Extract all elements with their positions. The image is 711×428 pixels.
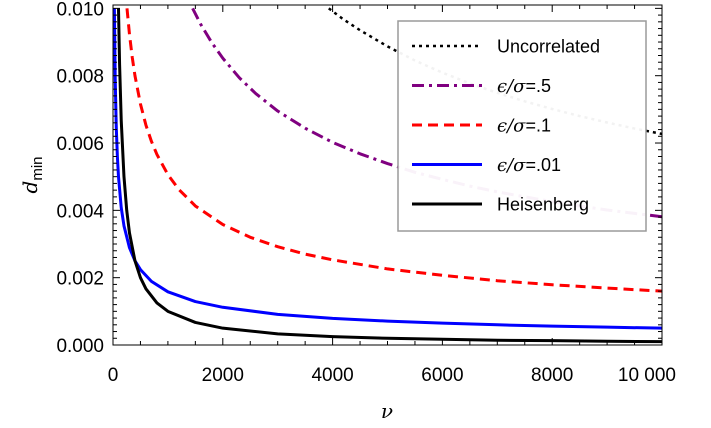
legend-entry-0: Uncorrelated	[412, 37, 600, 57]
y-axis-label-sub: min	[29, 157, 46, 181]
x-tick-label: 6000	[421, 365, 463, 386]
y-axis-label-main: d	[18, 181, 42, 194]
y-axis-label: dmin	[18, 157, 46, 194]
y-tick-label: 0.006	[56, 134, 104, 155]
legend-entry-3: ϵ/σ=.01	[412, 155, 561, 176]
legend-entry-2: ϵ/σ=.1	[412, 116, 551, 137]
x-tick-label: 2000	[202, 365, 244, 386]
series-line-2	[125, 8, 662, 293]
legend: Uncorrelated ϵ/σ=.5 ϵ/σ=.1 ϵ/σ=.01 Heisenber…	[397, 20, 647, 232]
y-tick-label: 0.008	[56, 67, 104, 88]
y-tick-label: 0.000	[56, 336, 104, 357]
x-tick-label: 10 000	[618, 365, 676, 386]
ticks-layer	[112, 5, 663, 346]
x-tick-label: 4000	[311, 365, 353, 386]
svg-text:dmin: dmin	[18, 157, 46, 194]
legend-label: Heisenberg	[497, 195, 589, 215]
x-axis-label: ν	[381, 399, 393, 423]
y-tick-label: 0.010	[56, 0, 104, 20]
y-tick-label: 0.004	[56, 201, 104, 222]
x-tick-label: 0	[108, 365, 119, 386]
series-line-3	[113, 8, 662, 330]
legend-box	[397, 20, 647, 232]
series-line-0	[328, 7, 662, 136]
legend-entry-4: Heisenberg	[412, 195, 589, 215]
legend-entry-1: ϵ/σ=.5	[412, 76, 551, 97]
tick-labels: 0 2000 4000 6000 8000 10 000 0.000 0.002 0.004 0.…	[56, 0, 676, 386]
legend-label: ϵ/σ=.5	[497, 76, 551, 97]
legend-label: ϵ/σ=.1	[497, 116, 551, 137]
legend-label: Uncorrelated	[497, 37, 600, 57]
legend-label: ϵ/σ=.01	[497, 155, 561, 176]
y-tick-label: 0.002	[56, 269, 104, 290]
x-tick-label: 8000	[531, 365, 573, 386]
series-line-4	[116, 8, 662, 344]
